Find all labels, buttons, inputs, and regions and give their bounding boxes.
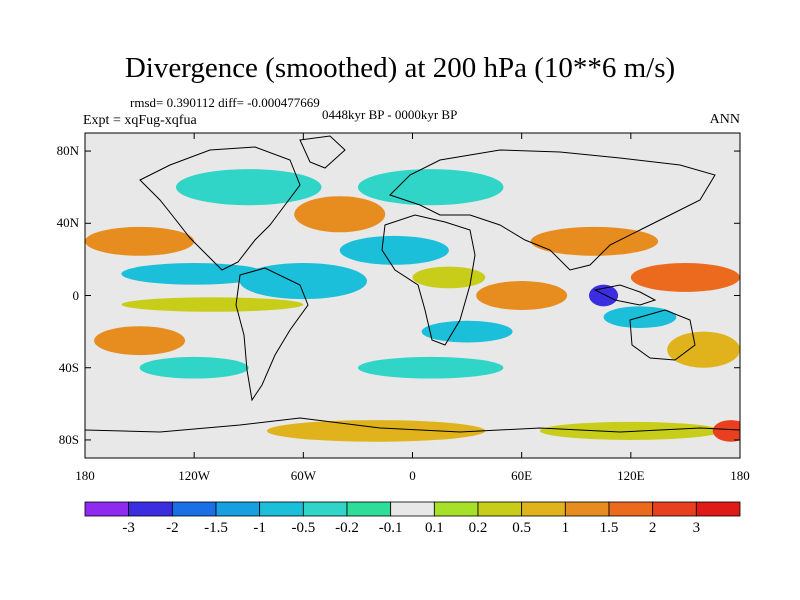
colorbar-label: 0.2 bbox=[468, 520, 488, 536]
field-region-13 bbox=[530, 226, 659, 256]
colorbar-swatch bbox=[608, 501, 654, 517]
field-region-17 bbox=[667, 331, 740, 368]
colorbar-swatch bbox=[477, 501, 523, 517]
colorbar-label: -0.1 bbox=[378, 520, 403, 536]
colorbar-swatch bbox=[259, 501, 304, 517]
lat-tick-label: 80S bbox=[58, 431, 79, 447]
colorbar-label: 3 bbox=[692, 520, 701, 536]
coastline-greenland bbox=[299, 135, 346, 169]
colorbar-label: 0.5 bbox=[512, 520, 532, 536]
field-region-4 bbox=[121, 297, 304, 312]
field-region-1 bbox=[85, 226, 195, 256]
axis-ticks bbox=[84, 133, 741, 458]
coastline-australia bbox=[629, 309, 696, 361]
colorbar-swatch bbox=[433, 501, 479, 517]
season-label: ANN bbox=[709, 112, 740, 127]
lat-tick-label: 40N bbox=[56, 215, 79, 231]
colorbar-swatch bbox=[695, 501, 741, 517]
colorbar-swatch bbox=[652, 501, 697, 517]
colorbar-label: -3 bbox=[122, 520, 135, 536]
colorbar-swatch bbox=[564, 501, 610, 517]
field-region-10 bbox=[476, 281, 568, 310]
coastline-north-america bbox=[139, 146, 301, 271]
field-region-9 bbox=[339, 235, 449, 265]
field-region-18 bbox=[139, 356, 249, 379]
field-region-7 bbox=[175, 169, 322, 206]
rmsd-stat: rmsd= 0.390112 diff= -0.000477669 bbox=[130, 95, 320, 110]
lon-tick-label: 180 bbox=[730, 468, 750, 483]
colorbar-swatch bbox=[84, 501, 130, 517]
map-plot-area bbox=[85, 133, 740, 458]
colorbar-label: -1.5 bbox=[204, 520, 228, 536]
lat-tick-label: 40S bbox=[58, 359, 79, 375]
lon-tick-label: 60E bbox=[511, 468, 533, 483]
field-region-2 bbox=[94, 326, 186, 356]
colorbar-label: -0.2 bbox=[335, 520, 359, 536]
field-region-22 bbox=[712, 420, 740, 442]
field-region-12 bbox=[412, 266, 486, 289]
colorbar-label: 0.1 bbox=[424, 520, 444, 536]
lon-tick-label: 0 bbox=[409, 468, 416, 483]
field-region-3 bbox=[121, 263, 267, 285]
lat-tick-label: 80N bbox=[56, 143, 79, 159]
lon-tick-label: 180 bbox=[75, 468, 95, 483]
colorbar-label: 1.5 bbox=[599, 520, 619, 536]
field-region-5 bbox=[239, 263, 368, 300]
coastline-maritime-continent bbox=[593, 284, 657, 306]
field-region-20 bbox=[266, 420, 486, 442]
colorbar-swatch bbox=[521, 501, 566, 517]
field-region-19 bbox=[357, 356, 504, 379]
colorbar-label: -1 bbox=[253, 520, 266, 536]
coastline-antarctica bbox=[85, 417, 740, 433]
colorbar-label: 2 bbox=[648, 520, 657, 536]
lat-tick-label: 0 bbox=[72, 287, 80, 303]
colorbar-swatch bbox=[346, 501, 392, 517]
coastline-eurasia bbox=[389, 149, 716, 271]
colorbar-swatch bbox=[390, 501, 435, 517]
field-region-14 bbox=[630, 263, 740, 292]
colorbar-label: 1 bbox=[561, 520, 570, 536]
colorbar-label: -2 bbox=[166, 520, 179, 536]
field-region-11 bbox=[421, 320, 513, 343]
lon-tick-label: 60W bbox=[290, 468, 316, 483]
colorbar bbox=[84, 501, 741, 517]
lon-tick-label: 120E bbox=[617, 468, 645, 483]
colorbar-swatch bbox=[128, 501, 173, 517]
colorbar-swatch bbox=[215, 501, 261, 517]
colorbar-label: -0.5 bbox=[291, 520, 316, 536]
field-region-8 bbox=[357, 169, 504, 206]
coastline-south-america bbox=[235, 267, 309, 402]
coastline-africa bbox=[381, 214, 476, 346]
period-label: 0448kyr BP - 0000kyr BP bbox=[322, 107, 458, 122]
map-title: Divergence (smoothed) at 200 hPa (10**6 … bbox=[124, 52, 676, 84]
lon-tick-label: 120W bbox=[178, 468, 211, 483]
coastlines bbox=[85, 135, 740, 433]
colorbar-swatch bbox=[171, 501, 217, 517]
field-region-6 bbox=[294, 196, 386, 233]
experiment-label: Expt = xqFug-xqfua bbox=[83, 113, 197, 128]
field-region-21 bbox=[539, 421, 722, 440]
colorbar-swatch bbox=[302, 501, 348, 517]
